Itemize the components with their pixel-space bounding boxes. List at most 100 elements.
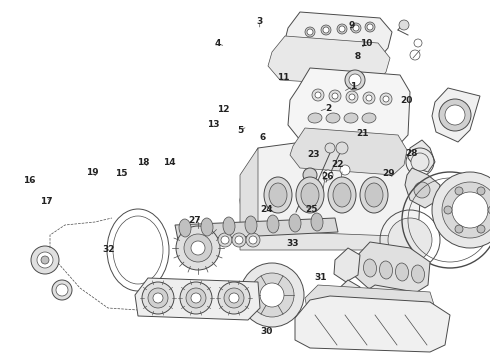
Ellipse shape: [289, 214, 301, 232]
Circle shape: [305, 27, 315, 37]
Ellipse shape: [269, 183, 287, 207]
Circle shape: [186, 288, 206, 308]
Ellipse shape: [223, 217, 235, 235]
Text: 8: 8: [355, 52, 361, 61]
Circle shape: [388, 302, 396, 310]
Circle shape: [477, 187, 485, 195]
Ellipse shape: [311, 213, 323, 231]
Text: 33: 33: [287, 239, 299, 248]
Text: 6: 6: [259, 133, 265, 142]
Text: 28: 28: [405, 149, 418, 158]
Polygon shape: [284, 12, 392, 62]
Circle shape: [250, 273, 294, 317]
Text: 15: 15: [115, 169, 128, 178]
Text: 19: 19: [86, 168, 98, 177]
Text: 23: 23: [307, 150, 320, 159]
Text: 18: 18: [137, 158, 149, 167]
Circle shape: [412, 302, 420, 310]
Text: 26: 26: [321, 172, 334, 181]
Circle shape: [142, 282, 174, 314]
Ellipse shape: [395, 263, 409, 281]
Circle shape: [411, 153, 429, 171]
Circle shape: [364, 302, 372, 310]
Text: 25: 25: [305, 205, 318, 214]
Circle shape: [176, 226, 220, 270]
Polygon shape: [334, 280, 360, 314]
Circle shape: [340, 302, 348, 310]
Ellipse shape: [333, 183, 351, 207]
Circle shape: [240, 263, 304, 327]
Polygon shape: [350, 242, 430, 295]
Ellipse shape: [308, 113, 322, 123]
Circle shape: [191, 241, 205, 255]
Polygon shape: [334, 248, 360, 282]
Circle shape: [221, 236, 229, 244]
Polygon shape: [175, 218, 338, 240]
Circle shape: [336, 142, 348, 154]
Circle shape: [249, 236, 257, 244]
Polygon shape: [360, 285, 418, 318]
Text: 16: 16: [23, 176, 36, 185]
Circle shape: [345, 70, 365, 90]
Text: 11: 11: [277, 73, 290, 82]
Text: 12: 12: [217, 105, 229, 114]
Circle shape: [180, 282, 212, 314]
Circle shape: [432, 172, 490, 248]
Ellipse shape: [267, 215, 279, 233]
Circle shape: [325, 143, 335, 153]
Circle shape: [31, 246, 59, 274]
Circle shape: [477, 225, 485, 233]
Circle shape: [56, 284, 68, 296]
Circle shape: [316, 302, 324, 310]
Text: 13: 13: [207, 120, 220, 129]
Circle shape: [410, 50, 420, 60]
Polygon shape: [405, 168, 440, 208]
Circle shape: [321, 25, 331, 35]
Ellipse shape: [379, 261, 392, 279]
Polygon shape: [240, 230, 420, 250]
Circle shape: [307, 29, 313, 35]
Polygon shape: [288, 68, 410, 148]
Ellipse shape: [296, 177, 324, 213]
Text: 29: 29: [382, 169, 394, 178]
Circle shape: [224, 288, 244, 308]
Polygon shape: [240, 148, 258, 242]
Circle shape: [349, 94, 355, 100]
Text: 27: 27: [189, 216, 201, 225]
Circle shape: [329, 90, 341, 102]
Circle shape: [442, 182, 490, 238]
Circle shape: [332, 93, 338, 99]
Circle shape: [363, 92, 375, 104]
Circle shape: [323, 27, 329, 33]
Circle shape: [303, 168, 317, 182]
Ellipse shape: [365, 183, 383, 207]
Circle shape: [365, 22, 375, 32]
Circle shape: [41, 256, 49, 264]
Ellipse shape: [412, 265, 424, 283]
Circle shape: [488, 206, 490, 214]
Circle shape: [452, 192, 488, 228]
Ellipse shape: [360, 177, 388, 213]
Circle shape: [337, 24, 347, 34]
Text: 32: 32: [102, 245, 115, 253]
Circle shape: [235, 236, 243, 244]
Circle shape: [52, 280, 72, 300]
Circle shape: [349, 74, 361, 86]
Circle shape: [383, 96, 389, 102]
Text: 30: 30: [261, 328, 273, 336]
Circle shape: [229, 293, 239, 303]
Circle shape: [153, 293, 163, 303]
Polygon shape: [268, 36, 390, 86]
Circle shape: [439, 99, 471, 131]
Circle shape: [184, 234, 212, 262]
Ellipse shape: [362, 113, 376, 123]
Polygon shape: [290, 128, 407, 175]
Polygon shape: [295, 296, 450, 352]
Circle shape: [353, 25, 359, 31]
Polygon shape: [240, 143, 420, 250]
Circle shape: [399, 20, 409, 30]
Circle shape: [340, 165, 350, 175]
Text: 5: 5: [237, 126, 243, 135]
Polygon shape: [408, 140, 435, 172]
Text: 3: 3: [257, 17, 263, 26]
